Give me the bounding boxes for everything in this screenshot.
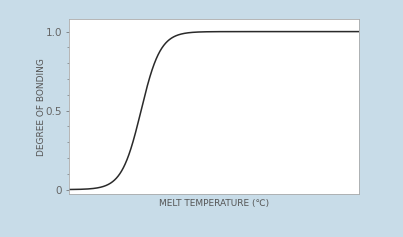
Y-axis label: DEGREE OF BONDING: DEGREE OF BONDING [37,58,46,155]
X-axis label: MELT TEMPERATURE (℃): MELT TEMPERATURE (℃) [158,199,269,208]
